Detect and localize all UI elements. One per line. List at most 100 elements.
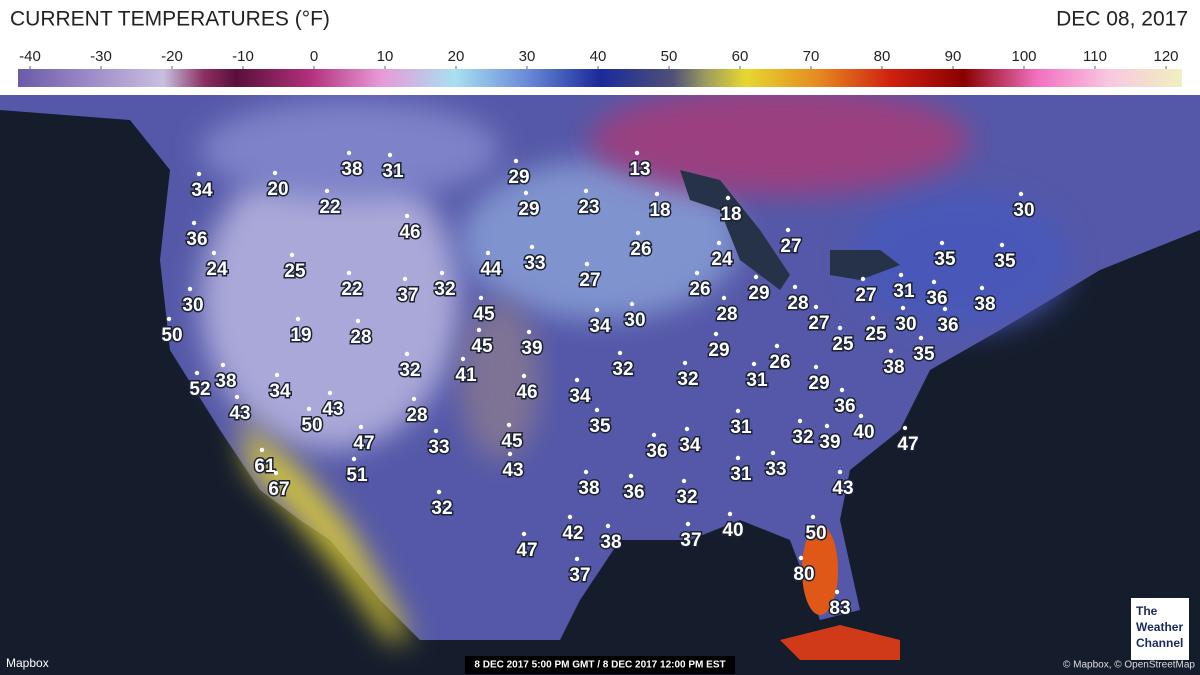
station-dot — [931, 279, 937, 285]
temperature: 43 — [322, 399, 343, 420]
temperature: 32 — [676, 487, 697, 508]
temperature: 43 — [832, 478, 853, 499]
station-dot — [402, 276, 408, 282]
temperature: 35 — [934, 249, 956, 270]
station-dot — [274, 372, 280, 378]
station-dot — [507, 451, 513, 457]
temperature: 50 — [805, 523, 826, 544]
temperature: 46 — [399, 222, 420, 243]
station-dot — [770, 450, 776, 456]
color-scale — [18, 69, 1182, 87]
station-dot — [259, 447, 265, 453]
temperature: 22 — [341, 279, 362, 300]
station-dot — [735, 455, 741, 461]
temperature: 45 — [471, 336, 493, 357]
temperature: 28 — [787, 293, 808, 314]
station-dot — [824, 423, 830, 429]
temperature: 83 — [829, 598, 850, 619]
temperature: 34 — [191, 180, 213, 201]
station-dot — [404, 213, 410, 219]
station-dot — [798, 555, 804, 561]
scale-label: 80 — [874, 48, 891, 65]
station-dot — [196, 171, 202, 177]
temperature: 47 — [897, 434, 918, 455]
temperature: 47 — [516, 540, 537, 561]
station-dot — [191, 220, 197, 226]
temperature: 33 — [428, 437, 449, 458]
temperature: 36 — [834, 396, 855, 417]
temperature: 26 — [689, 279, 710, 300]
temperature: 27 — [579, 270, 600, 291]
temperature: 31 — [746, 370, 768, 391]
station-dot — [628, 473, 634, 479]
station-dot — [411, 396, 417, 402]
station-dot — [478, 295, 484, 301]
station-dot — [682, 360, 688, 366]
temperature: 32 — [677, 369, 698, 390]
temperature: 33 — [765, 459, 786, 480]
station-dot — [521, 373, 527, 379]
station-dot — [716, 240, 722, 246]
station-dot — [813, 364, 819, 370]
scale-label: -40 — [19, 48, 41, 65]
temperature: 50 — [161, 325, 182, 346]
temperature: 47 — [353, 433, 374, 454]
temperature: 18 — [649, 200, 670, 221]
temperature: 36 — [926, 288, 947, 309]
temperature: 29 — [508, 167, 529, 188]
temperature: 34 — [679, 435, 701, 456]
timestamp-box — [465, 656, 735, 674]
station-dot — [523, 190, 529, 196]
temperature: 30 — [1013, 200, 1034, 221]
temperature: 30 — [624, 310, 645, 331]
temperature: 36 — [186, 229, 207, 250]
temperature: 25 — [832, 334, 854, 355]
temperature: 27 — [808, 313, 829, 334]
station-dot — [629, 301, 635, 307]
temperature: 25 — [284, 261, 306, 282]
scale-label: -30 — [90, 48, 112, 65]
station-dot — [351, 456, 357, 462]
station-dot — [513, 158, 519, 164]
station-dot — [813, 304, 819, 310]
station-dot — [485, 250, 491, 256]
station-dot — [797, 418, 803, 424]
temperature: 32 — [431, 498, 452, 519]
temperature: 61 — [254, 456, 276, 477]
temperature: 23 — [578, 197, 599, 218]
temperature: 40 — [722, 520, 743, 541]
temperature: 31 — [730, 464, 752, 485]
stations: 34 20 38 31 22 29 13 29 23 18 18 30 36 46 26 27 24 25 44 33… — [160, 150, 1036, 621]
temperature: 40 — [853, 422, 874, 443]
temperature: 38 — [578, 478, 599, 499]
station-dot — [870, 315, 876, 321]
temperature: 28 — [716, 304, 737, 325]
temperature: 32 — [612, 359, 633, 380]
station-dot — [839, 387, 845, 393]
temperature: 34 — [269, 381, 291, 402]
station-dot — [584, 261, 590, 267]
station-dot — [617, 350, 623, 356]
station-dot — [888, 348, 894, 354]
station-dot — [858, 413, 864, 419]
station-dot — [713, 331, 719, 337]
station-dot — [727, 511, 733, 517]
temperature: 29 — [808, 373, 829, 394]
title: CURRENT TEMPERATURES (°F) — [10, 8, 330, 31]
scale-label: 0 — [310, 48, 318, 65]
temperature: 29 — [708, 340, 729, 361]
station-dot — [785, 227, 791, 233]
temperature: 34 — [589, 316, 611, 337]
temperature: 51 — [346, 465, 368, 486]
temperature: 24 — [206, 259, 228, 280]
station-dot — [583, 188, 589, 194]
station-dot — [939, 240, 945, 246]
temperature: 37 — [569, 565, 590, 586]
temperature: 52 — [189, 379, 210, 400]
station-dot — [324, 188, 330, 194]
scale-label: 10 — [377, 48, 394, 65]
station-dot — [346, 270, 352, 276]
logo-line: Channel — [1136, 636, 1183, 650]
scale-label: 90 — [945, 48, 962, 65]
temperature: 26 — [630, 239, 651, 260]
